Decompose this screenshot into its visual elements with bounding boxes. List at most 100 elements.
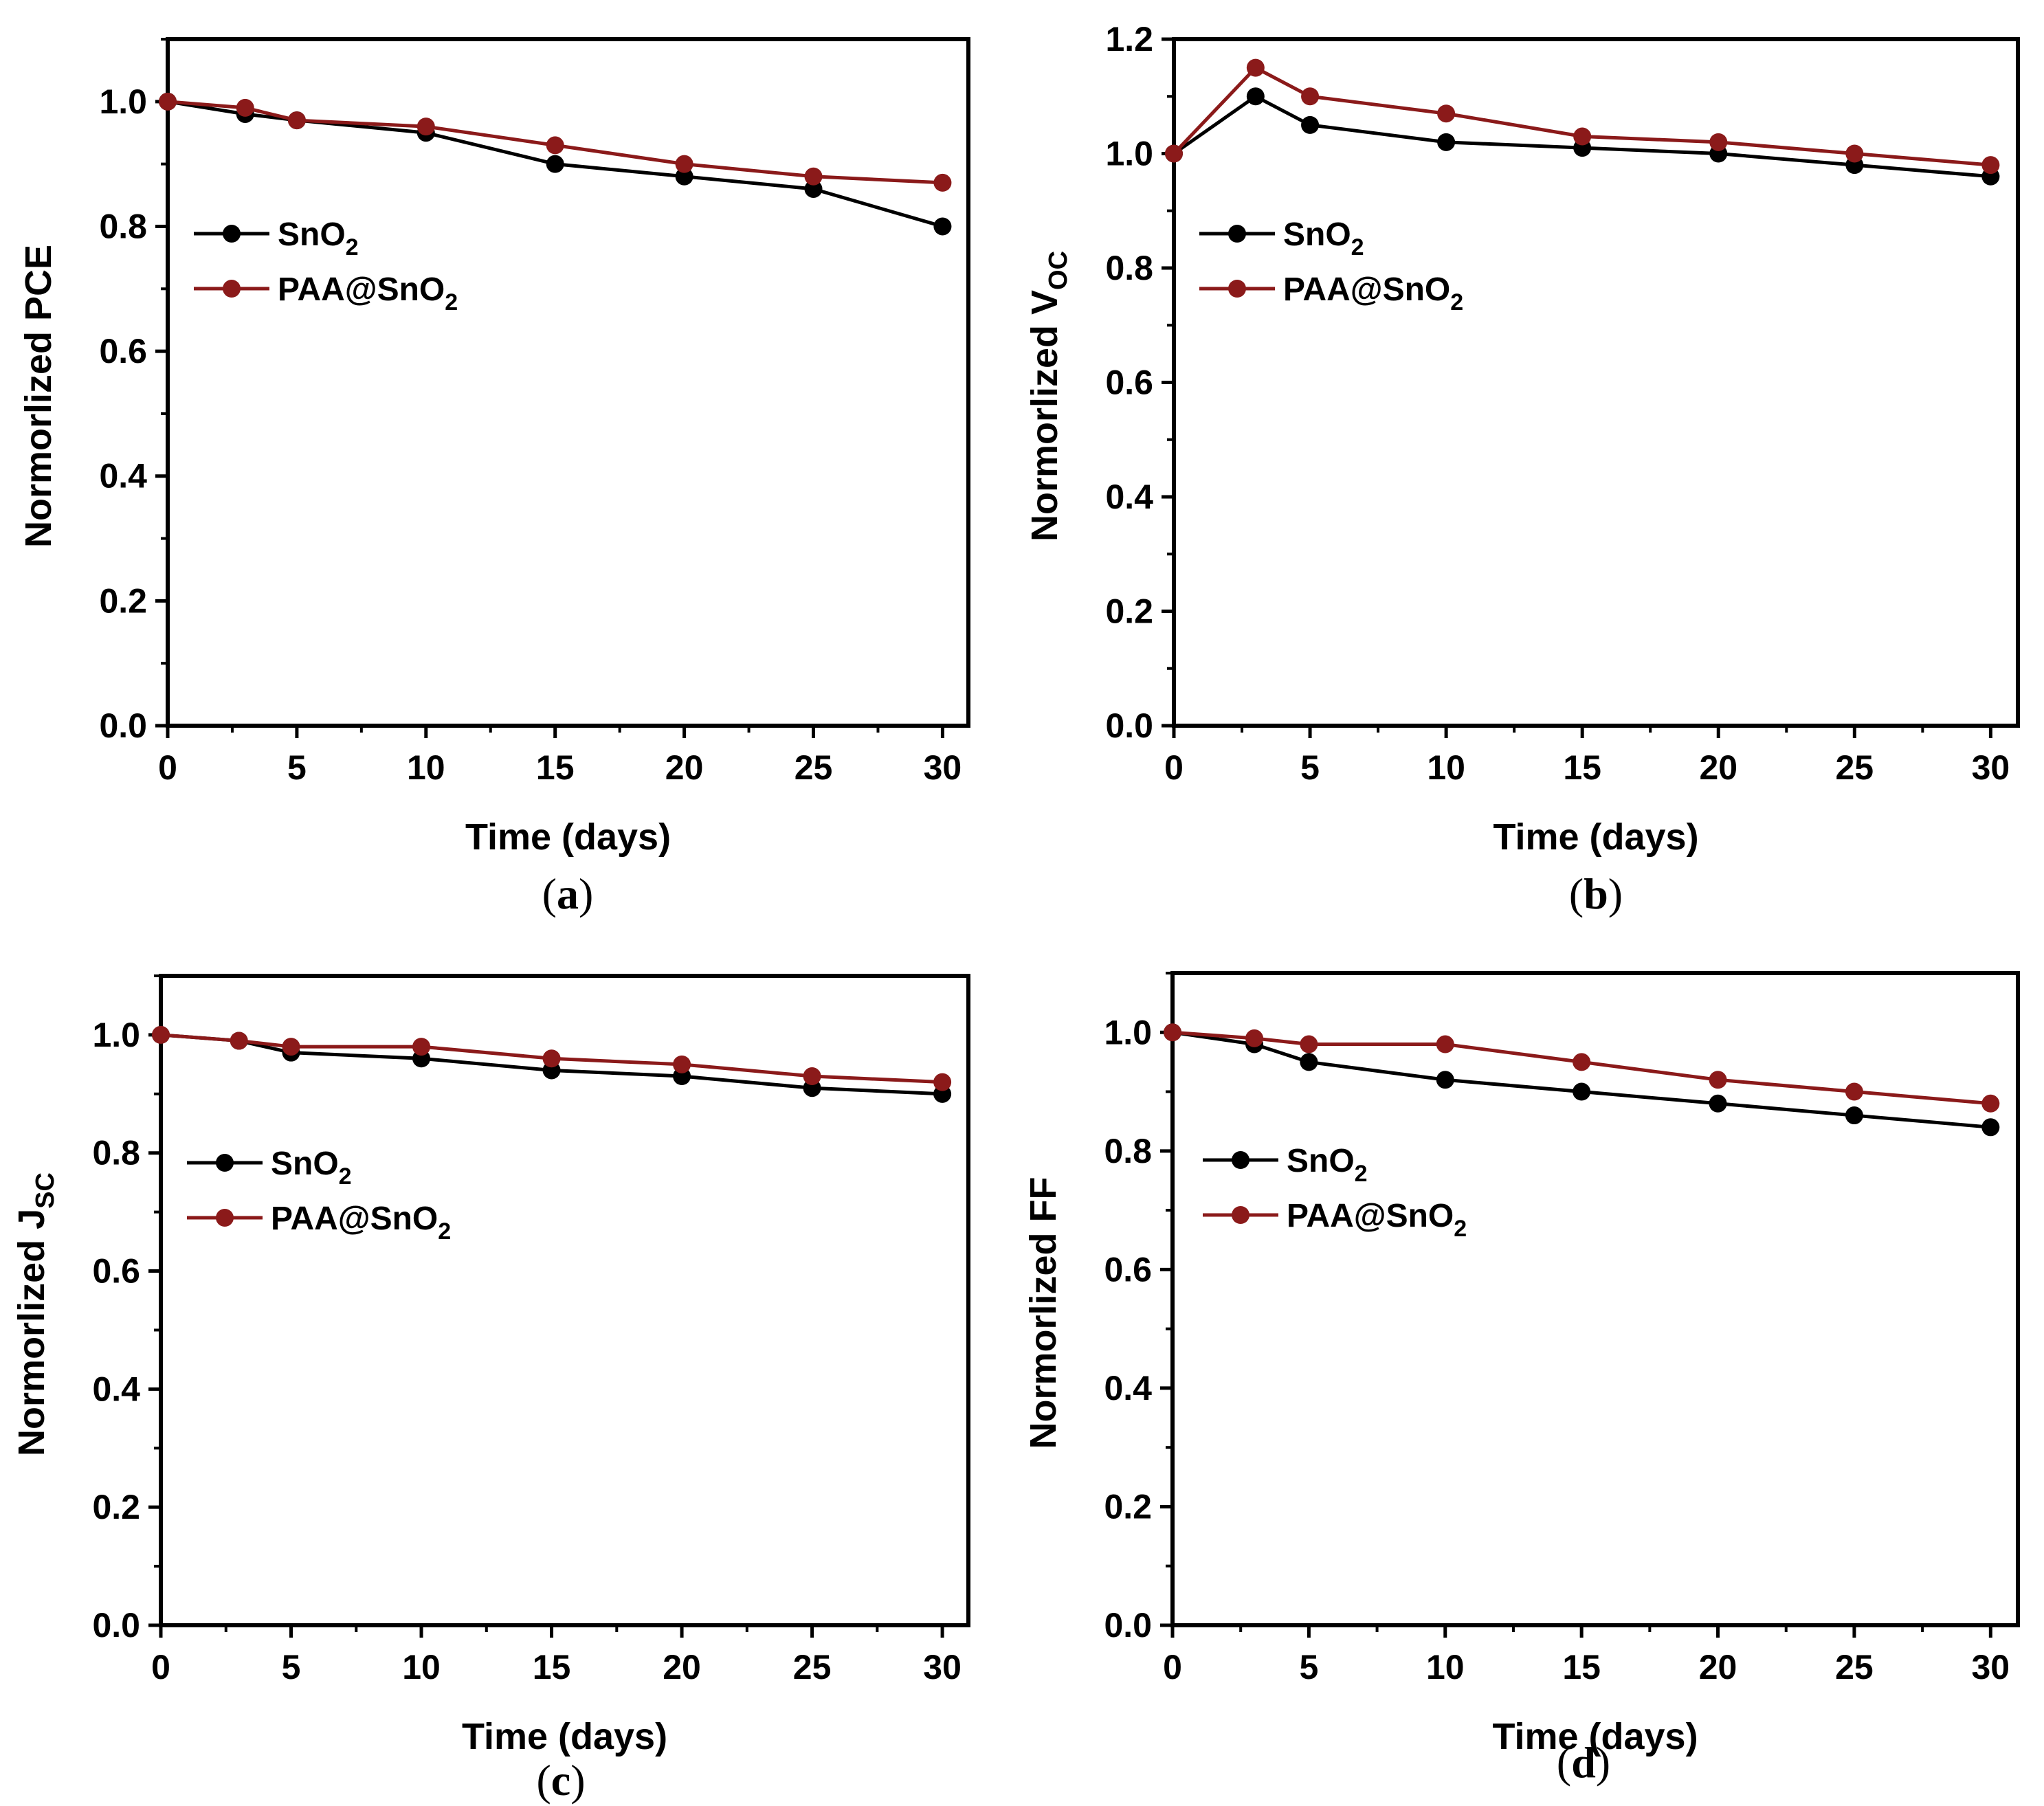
panel-a-legend-paa-sno2-marker <box>223 280 241 298</box>
panel-d-legend-paa-sno2-label-text: PAA@SnO <box>1287 1198 1454 1234</box>
panel-b-x-tick-label: 5 <box>1300 748 1320 787</box>
panel-a-y-axis-title: Normorlized PCE <box>18 245 59 548</box>
panel-b-legend-paa-sno2-label: PAA@SnO2 <box>1283 271 1463 315</box>
panel-a-series-sno2-point <box>675 167 693 186</box>
panel-b-x-tick-label: 0 <box>1164 748 1184 787</box>
panel-d-legend-paa-sno2-label-subscript: 2 <box>1454 1216 1467 1242</box>
panel-a-y-tick-label: 0.6 <box>99 332 147 370</box>
panel-d-series-paa-sno2-point <box>1164 1023 1181 1042</box>
panel-d-y-tick-label: 0.2 <box>1104 1487 1152 1526</box>
panel-c-caption-close: ) <box>570 1756 585 1805</box>
panel-d-series-sno2-line <box>1172 1030 1991 1129</box>
panel-d-series-paa-sno2-point <box>1709 1071 1727 1089</box>
panel-c-x-axis-title: Time (days) <box>462 1716 667 1757</box>
panel-c-y-axis-title-subscript: SC <box>31 1172 60 1209</box>
panel-d-series-paa-sno2-point <box>1436 1035 1454 1054</box>
panel-a-y-tick-label: 0.4 <box>99 457 147 495</box>
panel-c-x-tick-label: 30 <box>923 1648 962 1686</box>
panel-c-caption-letter: c <box>551 1756 570 1805</box>
panel-d-y-axis-title: Normorlized FF <box>1023 1177 1064 1449</box>
panel-c-x-tick-label: 25 <box>793 1648 832 1686</box>
panel-c-x-tick-label: 20 <box>663 1648 701 1686</box>
panel-b-series-paa-sno2-point <box>1301 87 1320 106</box>
panel-c-y-axis-title: Normorlized JSC <box>11 1172 60 1456</box>
panel-c-y-tick-label: 0.2 <box>92 1488 140 1526</box>
panel-b-series-paa-sno2-point <box>1165 144 1183 163</box>
panel-a-series-paa-sno2-point <box>546 136 564 155</box>
panel-d-y-axis-title-text: Normorlized FF <box>1023 1177 1064 1449</box>
panel-b-x-tick-label: 20 <box>1699 748 1737 787</box>
panel-b-series-sno2-point <box>1301 115 1320 134</box>
panel-c-y-tick-label: 0.0 <box>92 1606 140 1645</box>
panel-d-x-axis-title: Time (days) <box>1492 1716 1698 1757</box>
panel-b-series-paa-sno2-point <box>1246 58 1265 77</box>
panel-b-caption: (b) <box>1569 869 1623 918</box>
panel-d-y-tick-label: 1.0 <box>1104 1013 1152 1051</box>
panel-d-series-sno2-point <box>1981 1118 2000 1137</box>
panel-d-series-paa-sno2-point <box>1245 1029 1264 1047</box>
panel-d-x-tick-label: 0 <box>1163 1648 1182 1686</box>
panel-b-legend-paa-sno2-label-subscript: 2 <box>1450 289 1463 315</box>
panel-c-x-tick-label: 0 <box>151 1648 170 1686</box>
panel-a-y-tick-label: 0.2 <box>99 581 147 620</box>
panel-d-caption-letter: d <box>1571 1738 1596 1787</box>
panel-c-y-tick-label: 1.0 <box>92 1016 140 1054</box>
panel-b-legend-sno2-label: SnO2 <box>1283 216 1364 260</box>
panel-a-x-tick-label: 15 <box>536 748 575 787</box>
panel-d-x-tick-label: 20 <box>1699 1648 1737 1686</box>
panel-b-series-paa-sno2-line <box>1173 65 1991 167</box>
panel-d-x-tick-label: 30 <box>1972 1648 2010 1686</box>
panel-a-series-sno2-point <box>933 217 952 236</box>
panel-a-legend-paa-sno2-label: PAA@SnO2 <box>278 271 458 315</box>
panel-d-series-paa-sno2-point <box>1981 1094 2000 1113</box>
panel-a-legend-paa-sno2-label-text: PAA@SnO <box>278 271 445 308</box>
panel-a-legend-sno2-label-text: SnO <box>278 216 346 253</box>
panel-a-caption-open: ( <box>542 869 557 918</box>
panel-d-legend-sno2-label: SnO2 <box>1287 1143 1368 1187</box>
panel-a-legend-sno2-marker <box>223 225 241 243</box>
panel-b-legend-sno2-marker <box>1228 225 1246 243</box>
panel-d-series-sno2-point <box>1300 1053 1318 1071</box>
panel-c-series-paa-sno2-point <box>152 1025 170 1044</box>
panel-b-y-axis-title-text: Normorlized V <box>1024 290 1065 542</box>
panel-d-x-tick-label: 10 <box>1426 1648 1465 1686</box>
panel-b-y-tick-label: 0.0 <box>1105 706 1153 745</box>
panel-c-series-paa-sno2-point <box>673 1055 691 1073</box>
panel-a-x-axis-title: Time (days) <box>465 816 671 858</box>
panel-d-legend-sno2-marker <box>1232 1151 1249 1169</box>
panel-a-caption-close: ) <box>579 869 593 918</box>
panel-b-series-paa-sno2-point <box>1981 156 2000 175</box>
panel-a-series-paa-sno2-point <box>804 167 823 186</box>
panel-a-series-paa-sno2-point <box>236 98 254 117</box>
panel-d-caption-close: ) <box>1596 1738 1610 1787</box>
panel-d-x-tick-label: 5 <box>1299 1648 1318 1686</box>
panel-a-x-tick-label: 30 <box>924 748 962 787</box>
panel-b-x-tick-label: 30 <box>1972 748 2010 787</box>
panel-a-series-paa-sno2-point <box>675 155 693 173</box>
panel-a-x-tick-label: 25 <box>795 748 833 787</box>
panel-a-plot-frame <box>166 37 970 728</box>
panel-c-legend-sno2-label-text: SnO <box>271 1146 339 1182</box>
panel-d-series-paa-sno2-point <box>1300 1035 1318 1054</box>
panel-c-y-axis-title-text: Normorlized J <box>11 1209 52 1456</box>
panel-d-x-tick-label: 15 <box>1562 1648 1601 1686</box>
panel-c-legend-paa-sno2-label: PAA@SnO2 <box>271 1201 451 1245</box>
panel-b-series-sno2-point <box>1437 133 1456 151</box>
panel-c-y-tick-label: 0.4 <box>92 1370 140 1408</box>
panel-c-legend-sno2-label-subscript: 2 <box>339 1163 352 1190</box>
panel-c-caption-open: ( <box>536 1756 551 1805</box>
panel-b-series-paa-sno2-point <box>1845 144 1864 163</box>
panel-c-x-tick-label: 10 <box>402 1648 441 1686</box>
panel-a-series-paa-sno2-point <box>933 173 952 192</box>
panel-c-legend-sno2-label: SnO2 <box>271 1146 352 1190</box>
panel-c-caption: (c) <box>536 1756 585 1805</box>
panel-a-y-axis-title-text: Normorlized PCE <box>18 245 59 548</box>
panel-a-x-tick-label: 0 <box>158 748 177 787</box>
panel-a-y-tick-label: 0.0 <box>99 706 147 745</box>
panel-d-legend-sno2-label-subscript: 2 <box>1355 1161 1368 1187</box>
panel-c-y-tick-label: 0.8 <box>92 1134 140 1172</box>
panel-a-caption: (a) <box>542 869 594 918</box>
panel-d-y-tick-label: 0.0 <box>1104 1606 1152 1645</box>
panel-a-series-paa-sno2-point <box>287 111 306 130</box>
